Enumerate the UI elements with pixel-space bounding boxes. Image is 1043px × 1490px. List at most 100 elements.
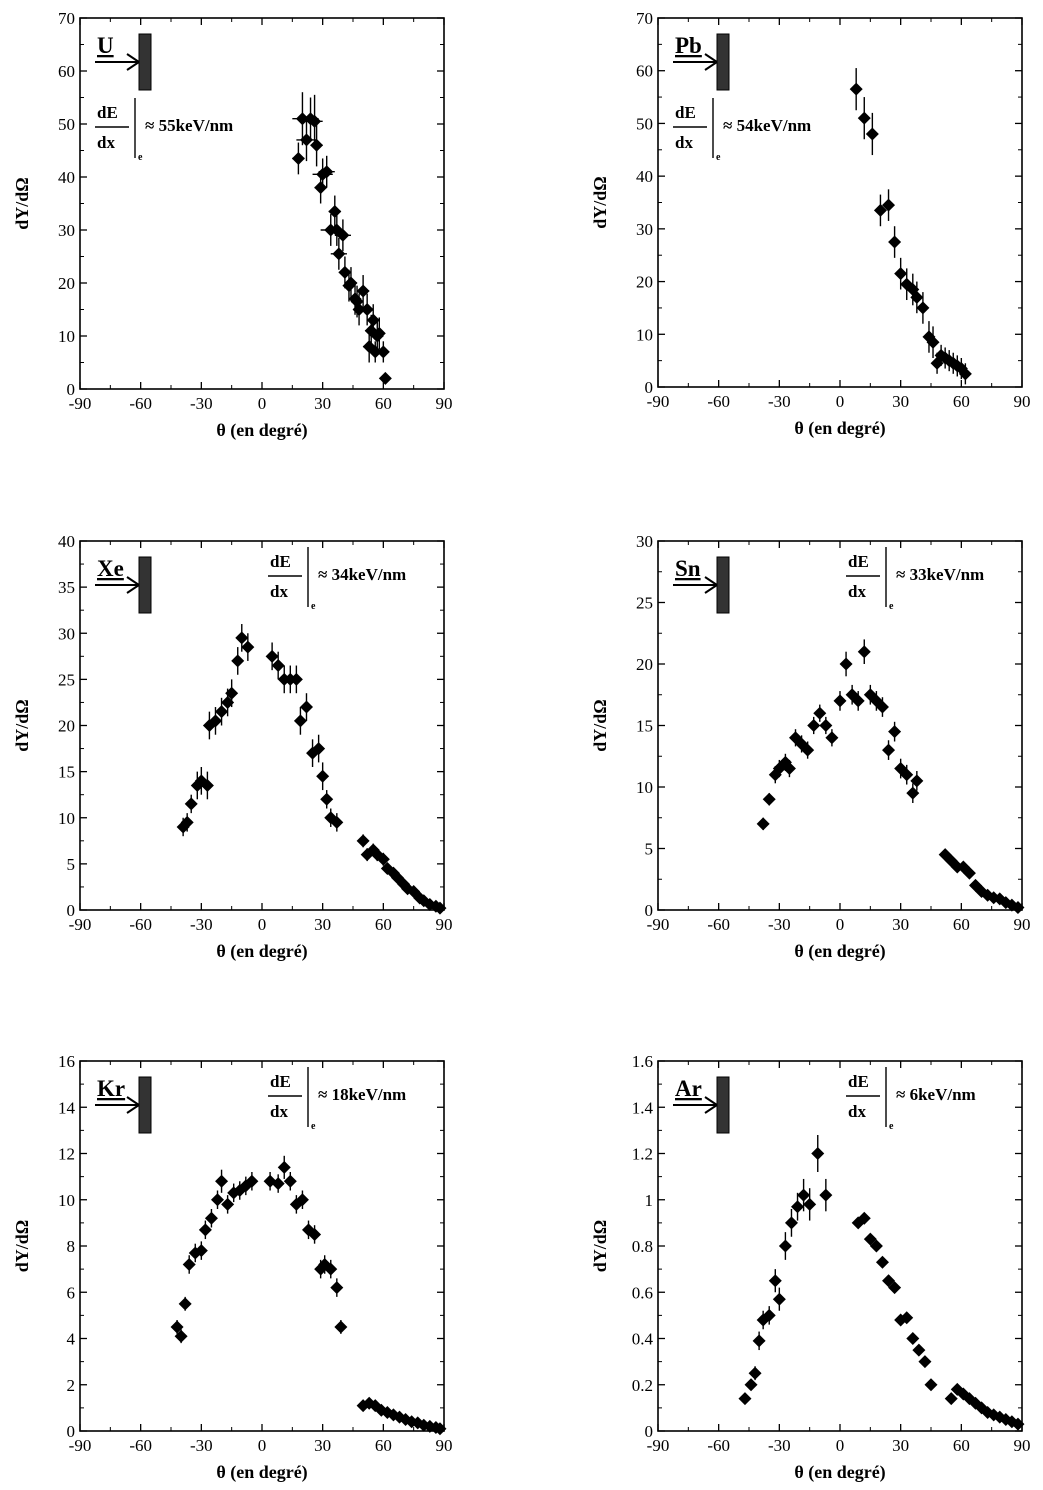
x-tick-label: -90 bbox=[647, 392, 670, 411]
y-tick-label: 10 bbox=[636, 325, 653, 344]
diamond-marker bbox=[277, 1160, 291, 1174]
diamond-marker bbox=[912, 1343, 926, 1357]
data-point bbox=[857, 97, 871, 140]
y-tick-label: 30 bbox=[636, 220, 653, 239]
diamond-marker bbox=[857, 1211, 871, 1225]
diamond-marker bbox=[320, 792, 334, 806]
plot-frame bbox=[79, 17, 445, 390]
diamond-marker bbox=[182, 1258, 196, 1271]
data-point bbox=[906, 783, 920, 803]
x-axis-label: θ (en degré) bbox=[794, 1462, 885, 1483]
diamond-marker bbox=[221, 695, 235, 709]
data-point bbox=[310, 124, 324, 167]
data-point bbox=[888, 226, 902, 258]
dE-numerator: dE bbox=[97, 103, 118, 122]
subscript-e: e bbox=[889, 601, 894, 612]
diamond-marker bbox=[316, 769, 330, 783]
x-tick-label: 30 bbox=[314, 394, 331, 413]
subscript-e: e bbox=[889, 1121, 894, 1132]
data-point bbox=[797, 1178, 811, 1212]
data-point bbox=[839, 651, 853, 677]
diamond-marker bbox=[857, 645, 871, 659]
data-point bbox=[271, 651, 285, 680]
diamond-marker bbox=[208, 714, 222, 728]
x-tick-label: -60 bbox=[707, 392, 730, 411]
data-point bbox=[875, 697, 889, 717]
y-tick-label: 15 bbox=[58, 763, 75, 782]
diamond-marker bbox=[310, 138, 324, 152]
diamond-marker bbox=[926, 335, 940, 349]
y-axis-label: dY/dΩ bbox=[590, 699, 610, 751]
dx-denominator: dx bbox=[97, 133, 115, 152]
dE-numerator: dE bbox=[270, 552, 291, 571]
y-tick-label: 12 bbox=[58, 1145, 75, 1164]
y-tick-label: 0.8 bbox=[632, 1237, 653, 1256]
dEdx-value: ≈ 54keV/nm bbox=[723, 116, 811, 135]
y-tick-label: 60 bbox=[636, 62, 653, 81]
data-point bbox=[200, 771, 214, 800]
diamond-marker bbox=[299, 133, 313, 147]
data-point bbox=[900, 1311, 914, 1325]
data-point bbox=[194, 1241, 208, 1260]
y-tick-label: 15 bbox=[636, 717, 653, 736]
x-tick-label: 0 bbox=[258, 915, 267, 934]
data-point bbox=[768, 1269, 782, 1293]
subscript-e: e bbox=[311, 601, 316, 612]
data-point bbox=[328, 195, 342, 228]
y-tick-label: 25 bbox=[636, 594, 653, 613]
data-point bbox=[807, 716, 821, 735]
x-axis-label: θ (en degré) bbox=[216, 941, 307, 962]
data-point bbox=[320, 790, 334, 809]
plot-frame bbox=[657, 1060, 1023, 1432]
x-tick-label: -60 bbox=[129, 915, 152, 934]
diamond-marker bbox=[221, 1197, 235, 1211]
y-tick-label: 6 bbox=[67, 1283, 76, 1302]
data-point bbox=[376, 341, 390, 363]
diamond-marker bbox=[433, 901, 447, 915]
data-point bbox=[756, 817, 770, 831]
data-point bbox=[330, 1278, 344, 1297]
data-point bbox=[312, 734, 326, 763]
x-tick-label: -60 bbox=[129, 394, 152, 413]
data-point bbox=[851, 691, 865, 711]
diamond-marker bbox=[910, 774, 924, 788]
data-point bbox=[433, 1422, 447, 1436]
diamond-marker bbox=[372, 326, 386, 340]
plot-frame bbox=[79, 540, 445, 911]
diamond-marker bbox=[198, 1223, 212, 1237]
diamond-marker bbox=[738, 1392, 752, 1406]
x-axis-label: θ (en degré) bbox=[794, 941, 885, 962]
diamond-marker bbox=[888, 1281, 902, 1295]
panel-Kr: -90 -60 -30 0 30 60 90 0 2 4 6 8 10 12 14 16 θ (en degré… bbox=[12, 1052, 453, 1483]
diamond-marker bbox=[308, 114, 322, 128]
data-point bbox=[772, 1287, 786, 1311]
x-tick-label: -90 bbox=[69, 1436, 92, 1455]
data-point bbox=[906, 1332, 920, 1345]
data-point bbox=[782, 759, 796, 778]
dEdx-value: ≈ 34keV/nm bbox=[318, 565, 406, 584]
y-tick-label: 1 bbox=[645, 1191, 654, 1210]
panel-Pb: -90 -60 -30 0 30 60 90 0 10 20 30 40 50 60 70 θ (en deg… bbox=[590, 9, 1031, 439]
diamond-marker bbox=[916, 301, 930, 315]
plot-frame bbox=[657, 17, 1023, 388]
y-tick-label: 0 bbox=[67, 1422, 76, 1441]
x-tick-label: -60 bbox=[707, 1436, 730, 1455]
data-point bbox=[801, 741, 815, 759]
y-tick-label: 5 bbox=[67, 855, 76, 874]
diamond-marker bbox=[900, 768, 914, 782]
diamond-marker bbox=[376, 852, 390, 866]
x-tick-label: 30 bbox=[892, 915, 909, 934]
x-tick-label: 0 bbox=[258, 1436, 267, 1455]
dEdx-value: ≈ 33keV/nm bbox=[896, 565, 984, 584]
diamond-marker bbox=[336, 228, 350, 242]
diamond-marker bbox=[748, 1366, 762, 1380]
target-icon bbox=[138, 556, 152, 614]
diamond-marker bbox=[801, 743, 815, 757]
diamond-marker bbox=[308, 1227, 322, 1241]
element-label: Kr bbox=[97, 1076, 125, 1101]
y-tick-label: 0 bbox=[67, 901, 76, 920]
data-point bbox=[962, 866, 976, 880]
diamond-marker bbox=[1011, 901, 1025, 915]
data-point bbox=[308, 1225, 322, 1244]
diamond-marker bbox=[265, 649, 279, 663]
